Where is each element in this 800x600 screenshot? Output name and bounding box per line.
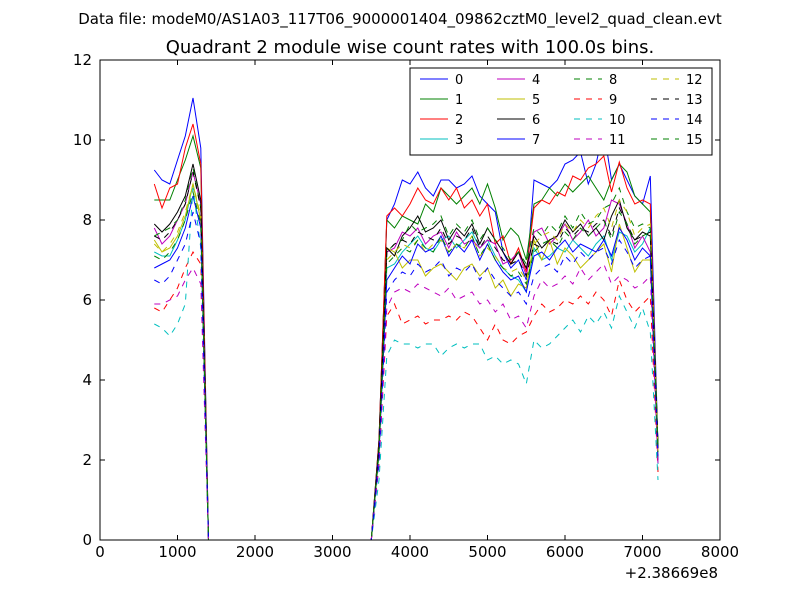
- x-tick-label: 7000: [623, 543, 661, 561]
- legend-label-8: 8: [609, 73, 617, 88]
- y-tick-label: 2: [82, 451, 92, 469]
- x-tick-label: 6000: [546, 543, 584, 561]
- chart-title: Quadrant 2 module wise count rates with …: [166, 37, 655, 58]
- legend-label-3: 3: [455, 133, 463, 148]
- legend-label-4: 4: [532, 73, 540, 88]
- legend-label-2: 2: [455, 113, 463, 128]
- legend-label-14: 14: [686, 113, 703, 128]
- plot-area: 0 1000 2000 3000 4000 5000 6000 7000 80000246810…: [73, 51, 739, 561]
- legend-label-0: 0: [455, 73, 463, 88]
- y-tick-label: 4: [82, 371, 92, 389]
- y-tick-label: 12: [73, 51, 92, 69]
- x-tick-label: 1000: [158, 543, 196, 561]
- legend-box: [409, 67, 713, 156]
- legend-label-1: 1: [455, 93, 463, 108]
- legend-label-5: 5: [532, 93, 540, 108]
- legend-label-11: 11: [609, 133, 626, 148]
- legend-label-15: 15: [686, 133, 703, 148]
- x-tick-label: 8000: [701, 543, 739, 561]
- x-tick-label: 0: [95, 543, 105, 561]
- legend-label-10: 10: [609, 113, 626, 128]
- x-tick-label: 5000: [468, 543, 506, 561]
- legend-label-6: 6: [532, 113, 540, 128]
- series-line-15: [154, 190, 659, 541]
- y-tick-label: 10: [73, 131, 92, 149]
- y-tick-label: 0: [82, 531, 92, 549]
- x-tick-label: 4000: [391, 543, 429, 561]
- x-offset-label: +2.38669e8: [625, 564, 718, 582]
- y-tick-label: 6: [82, 291, 92, 309]
- legend-label-13: 13: [686, 93, 703, 108]
- legend-label-7: 7: [532, 133, 540, 148]
- x-tick-label: 2000: [236, 543, 274, 561]
- legend-label-9: 9: [609, 93, 617, 108]
- x-tick-label: 3000: [313, 543, 351, 561]
- y-tick-label: 8: [82, 211, 92, 229]
- legend-label-12: 12: [686, 73, 703, 88]
- figure-suptitle: Data file: modeM0/AS1A03_117T06_90000014…: [78, 10, 722, 29]
